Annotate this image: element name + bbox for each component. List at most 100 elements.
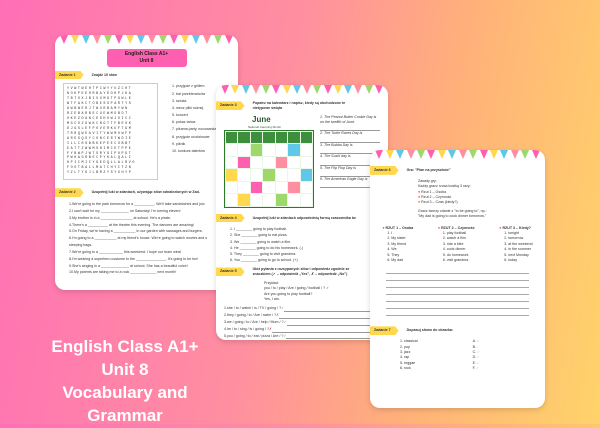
calendar-cell <box>288 181 300 194</box>
answer-line <box>320 160 380 166</box>
grid-row: YVWTWEHTPCWYYUZCHT <box>67 87 133 92</box>
bunting-flag <box>385 150 394 159</box>
picture-item: A. ♪ <box>473 339 479 344</box>
calendar-cell <box>300 181 312 194</box>
holiday-item: 1. The Peanut Butter Cookie Day is on th… <box>320 114 377 125</box>
bunting-flag <box>262 85 271 94</box>
answer-line <box>320 125 380 132</box>
bullet-icon: ● <box>382 225 386 230</box>
question-words: 1.she / to / watch / is / TV / going / ? <box>224 306 282 311</box>
writing-lines <box>370 263 545 320</box>
bunting-flag <box>169 35 178 44</box>
bunting-flag <box>272 85 281 94</box>
music-word: 2. pop <box>400 344 410 349</box>
bunting-flag <box>241 85 250 94</box>
column-item: 3. ride a bike <box>442 241 464 246</box>
holiday-item: 4. The Sushi day is <box>320 154 351 159</box>
worksheet-page-2: Zadanie 3 Popatrz na kalendarz i napisz, … <box>216 85 388 340</box>
column-title: RZUT 3 – Kiedy? <box>502 225 531 230</box>
grid-row: AWBWERJTWURBAMYWN <box>67 107 129 112</box>
question-words: 3.we / going / to / Are / help / Mum / ? <box>224 319 284 324</box>
calendar-cell <box>288 156 300 169</box>
grid-row: FYBWPJWTSRYGIPOPGT <box>67 151 133 156</box>
writing-line <box>386 281 529 289</box>
example-question: Are you going to play football? <box>264 291 313 296</box>
answer-line <box>320 182 380 189</box>
calendar-cell <box>300 144 312 156</box>
cover-title-line1: English Class A1+ <box>51 337 199 356</box>
task-title: Uzupełnij luki w zdaniach, używając słów… <box>91 190 200 195</box>
bunting-flag <box>479 150 488 159</box>
calendar-cell <box>250 181 263 194</box>
dice-column: ● RZUT 1 – Osoba 1. I 2. My sister 3. My fr… <box>382 226 413 264</box>
answer-line <box>320 137 380 143</box>
bunting-flag <box>213 35 222 44</box>
calendar-cell <box>263 156 275 169</box>
bullet-icon: ● <box>418 189 422 194</box>
picture-letters: A. ♪ B. ♪ C. ♪ D. ♪ E. ♪ F. ♪ <box>473 339 479 371</box>
column-item: 2. tomorrow <box>504 236 524 241</box>
be-sentences: 1. I ________ going to play football. 2. … <box>216 226 388 263</box>
bunting-flag <box>354 85 363 94</box>
throw-label: Rzut 1 – Osoba <box>421 189 447 194</box>
grid-row: TBTOXJBIVUMGTPGWLE <box>67 97 133 102</box>
music-note-icon: ♪ <box>475 339 479 344</box>
be-item: 6. You ________ going to go to school. (… <box>230 257 298 262</box>
cover-title-line3: Vocabulary and Grammar <box>62 382 188 425</box>
music-note-icon: ♪ <box>476 349 479 354</box>
grid-row: EATTZWWMSHIMCETPPE <box>67 146 133 151</box>
rules-text: Każdy gracz rzuca kostką 3 razy: <box>418 184 471 189</box>
bunting-flag <box>180 35 189 44</box>
column-item: 6. My dad <box>387 257 404 262</box>
dice-column: ● RZUT 3 – Kiedy? 1. tonight 2. tomorrow 3.… <box>499 226 532 264</box>
calendar-cell <box>226 144 238 156</box>
bunting-flag <box>303 85 312 94</box>
column-title: RZUT 1 – Osoba <box>385 225 414 230</box>
bunting-flag <box>396 150 405 159</box>
be-item: 4. He ________ going to do his homework.… <box>230 245 304 250</box>
word-item: 7. piżama party, nocowanka <box>172 127 217 132</box>
music-word: 4. rap <box>400 355 410 360</box>
bunting-flag <box>375 150 384 159</box>
task-title: Znajdź 10 słów <box>91 72 117 77</box>
dice-columns: ● RZUT 1 – Osoba 1. I 2. My sister 3. My fr… <box>370 226 545 264</box>
calendar-title: June <box>252 114 271 124</box>
calendar-cell <box>300 169 312 181</box>
calendar-cell <box>275 131 288 144</box>
worksheet-page-1: English Class A1+ Unit 8 Zadanie 1 Znajdź… <box>55 35 238 290</box>
column-item: 5. They <box>387 252 400 257</box>
calendar-cell <box>226 181 238 194</box>
calendar-cell <box>275 194 288 206</box>
calendar-cell <box>263 169 275 181</box>
bunting-flag <box>531 150 540 159</box>
bunting-flag <box>437 150 446 159</box>
question-words: 5.you / going / to / eat / pizza / Are /… <box>224 333 284 338</box>
sentence-item: 10.My parents are taking me to a rock __… <box>69 270 177 275</box>
task-title: Uzupełnij luki w zdaniach odpowiednią fo… <box>252 215 357 220</box>
column-header: ● RZUT 3 – Kiedy? <box>499 226 532 231</box>
calendar-cell <box>238 181 250 194</box>
sentence-item: 2.I can't wait for my ______________ on … <box>69 208 181 213</box>
word-item: 6. pokaz tańca <box>172 120 196 125</box>
cross-icon: ✗ <box>268 326 272 331</box>
answer-line <box>286 333 378 340</box>
sentence-list: 1.We're going to the park tomorrow for a… <box>55 201 238 276</box>
column-item: 1. I <box>387 230 393 235</box>
bunting-flag <box>510 150 519 159</box>
holiday-list: 1. The Peanut Butter Cookie Day is on th… <box>320 115 380 208</box>
bunting-flag <box>490 150 499 159</box>
answer-line <box>284 306 378 313</box>
word-item: 9. piknik <box>172 141 186 146</box>
calendar-cell <box>250 169 263 181</box>
task-tag: Zadanie 5 <box>216 267 245 277</box>
bullet-icon: ● <box>418 200 422 205</box>
throw-label: Rzut 3 – Czas (kiedy?) <box>421 200 458 205</box>
calendar-cell <box>288 144 300 156</box>
bunting-flag <box>251 85 260 94</box>
throw-item: ● Rzut 3 – Czas (kiedy?) <box>418 200 545 205</box>
picture-item: B. ♪ <box>473 345 479 350</box>
bunting-flag <box>458 150 467 159</box>
bullet-icon: ● <box>418 195 422 200</box>
bunting-flag <box>374 85 383 94</box>
question-item: 4.he / to / sing / is / going / ? ✗ <box>224 326 388 333</box>
